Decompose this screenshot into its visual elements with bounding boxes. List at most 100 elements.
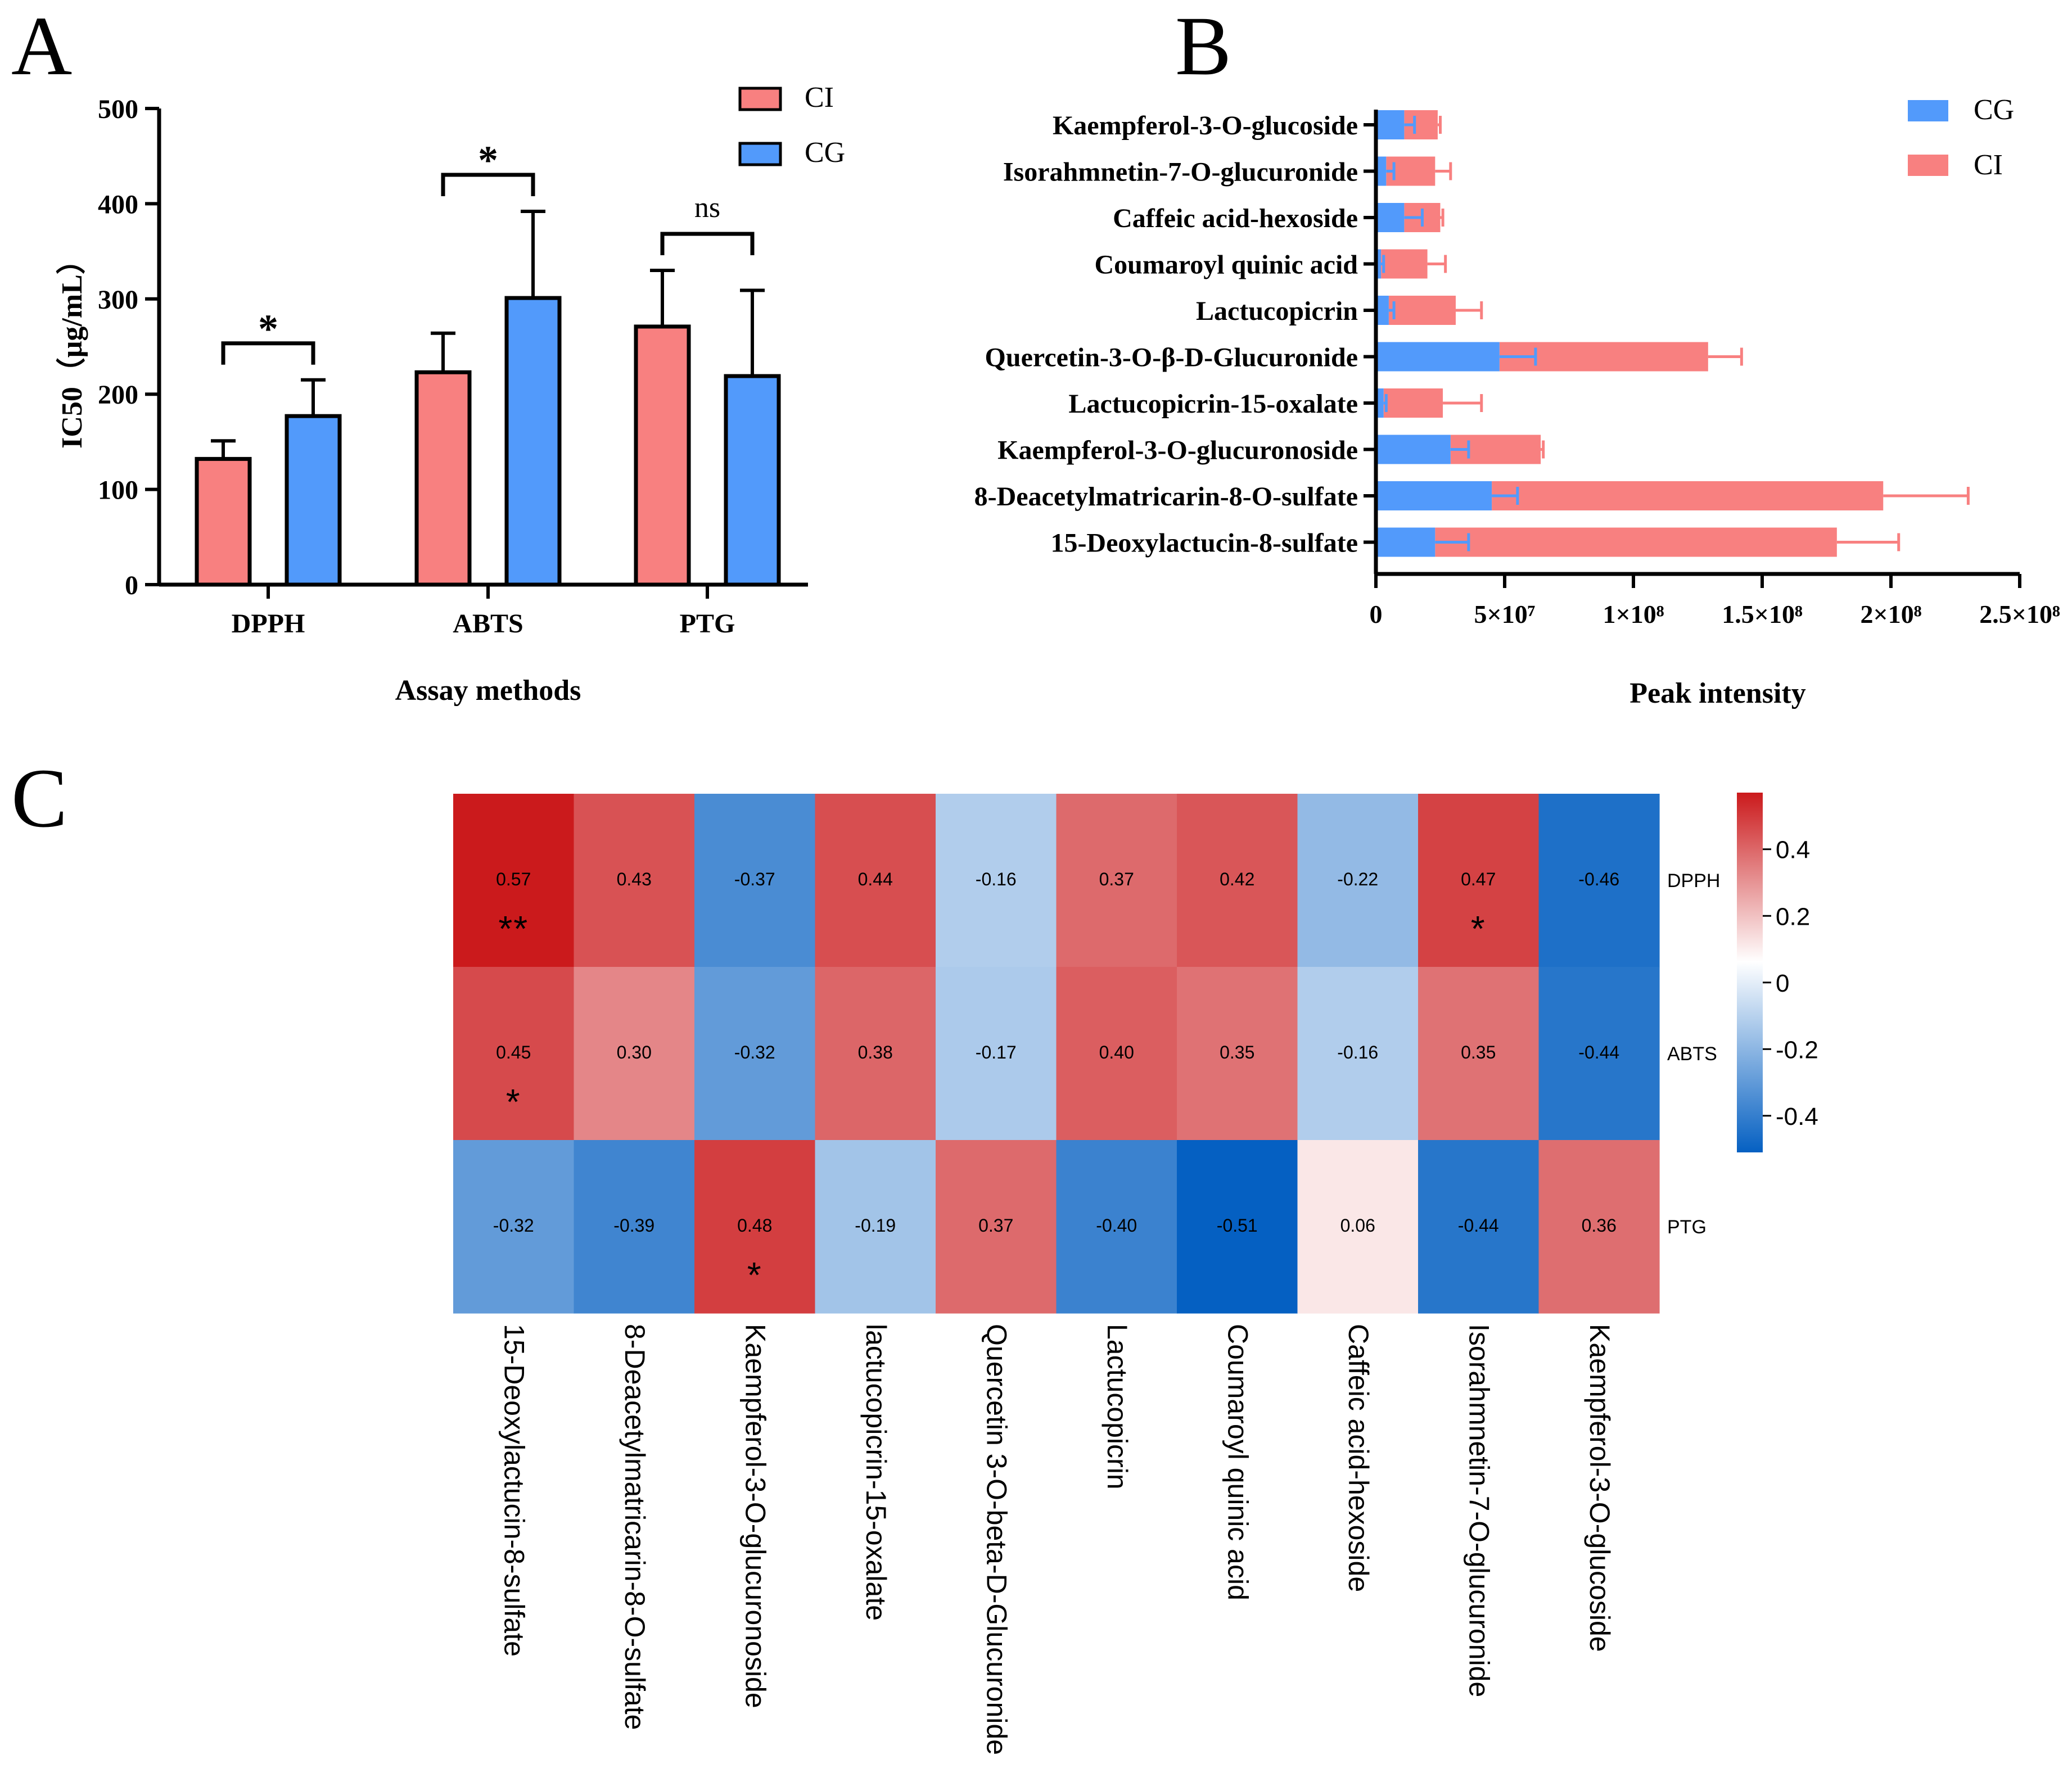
- b-category-label-lactucopicrin-15-oxalate: Lactucopicrin-15-oxalate: [1068, 389, 1358, 419]
- c-row-label-ptg: PTG: [1667, 1216, 1707, 1238]
- c-cell-value-abts-15-deoxylactucin-8-sulfate: 0.45: [496, 1042, 531, 1062]
- b-category-label-lactucopicrin: Lactucopicrin: [1196, 296, 1358, 326]
- c-column-label-coumaroyl-quinic-acid: Coumaroyl quinic acid: [1222, 1324, 1253, 1600]
- c-heatmap-cell-abts-8-deacetylmatricarin-8-o-sulfate: [574, 967, 695, 1141]
- c-cell-significance-abts-15-deoxylactucin-8-sulfate: *: [506, 1082, 521, 1122]
- c-column-label-kaempferol-3-o-glucoside: Kaempferol-3-O-glucoside: [1584, 1324, 1615, 1652]
- c-column-label-8-deacetylmatricarin-8-o-sulfate: 8-Deacetylmatricarin-8-O-sulfate: [619, 1324, 651, 1730]
- b-x-tick-label: 1.5×10⁸: [1722, 600, 1803, 628]
- c-cell-value-ptg-caffeic-acid-hexoside: 0.06: [1340, 1215, 1375, 1236]
- c-heatmap-cell-ptg-coumaroyl-quinic-acid: [1177, 1140, 1298, 1314]
- a-significance-bracket-ptg: [660, 232, 755, 255]
- a-y-axis-title: IC50（μg/mL）: [56, 245, 88, 449]
- a-significance-bracket-dpph: [221, 341, 315, 365]
- b-bar-cg-isorahmnetin-7-o-glucuronide: [1376, 156, 1387, 186]
- b-category-label-kaempferol-3-o-glucoside: Kaempferol-3-O-glucoside: [1053, 111, 1358, 141]
- c-column-label-lactucopicrin-15-oxalate: lactucopicrin-15-oxalate: [860, 1324, 892, 1621]
- b-bar-ci-lactucopicrin-15-oxalate: [1383, 388, 1443, 418]
- c-heatmap-cell-dpph-lactucopicrin: [1056, 794, 1177, 967]
- a-x-tick-label-dpph: DPPH: [232, 609, 305, 639]
- b-category-label-isorahmnetin-7-o-glucuronide: Isorahmnetin-7-O-glucuronide: [1003, 157, 1358, 187]
- b-category-label-15-deoxylactucin-8-sulfate: 15-Deoxylactucin-8-sulfate: [1050, 528, 1358, 558]
- c-cell-value-ptg-lactucopicrin-15-oxalate: -0.19: [855, 1215, 896, 1236]
- c-cell-value-dpph-caffeic-acid-hexoside: -0.22: [1337, 869, 1378, 889]
- a-x-axis-title: Assay methods: [395, 675, 581, 707]
- panel-label-c: C: [11, 752, 67, 845]
- a-bar-cg-ptg: [724, 374, 781, 587]
- c-cell-value-ptg-kaempferol-3-o-glucuronoside: 0.48: [737, 1215, 772, 1236]
- c-heatmap-cell-dpph-coumaroyl-quinic-acid: [1177, 794, 1298, 967]
- c-heatmap-cell-dpph-8-deacetylmatricarin-8-o-sulfate: [574, 794, 695, 967]
- a-y-tick-label: 0: [125, 571, 138, 600]
- c-heatmap-cell-abts-kaempferol-3-o-glucuronoside: [694, 967, 816, 1141]
- c-heatmap-cell-ptg-15-deoxylactucin-8-sulfate: [453, 1140, 575, 1314]
- b-category-label-quercetin-3-o-d-glucuronide: Quercetin-3-O-β-D-Glucuronide: [985, 343, 1358, 373]
- b-legend-label-ci: CI: [1974, 149, 2003, 181]
- b-bar-cg-lactucopicrin: [1376, 296, 1389, 325]
- c-cell-value-abts-kaempferol-3-o-glucuronoside: -0.32: [734, 1042, 775, 1062]
- c-cell-value-abts-lactucopicrin-15-oxalate: 0.38: [858, 1042, 893, 1062]
- b-bar-ci-lactucopicrin: [1388, 296, 1456, 325]
- c-heatmap-cell-abts-lactucopicrin-15-oxalate: [815, 967, 936, 1141]
- c-heatmap-cell-dpph-kaempferol-3-o-glucoside: [1538, 794, 1660, 967]
- panel-label-a: A: [11, 0, 72, 93]
- b-bar-cg-15-deoxylactucin-8-sulfate: [1376, 527, 1435, 557]
- b-x-axis-title: Peak intensity: [1629, 677, 1805, 709]
- b-bar-ci-15-deoxylactucin-8-sulfate: [1435, 527, 1837, 557]
- a-legend-swatch-cg: [738, 142, 782, 166]
- b-bar-cg-coumaroyl-quinic-acid: [1376, 249, 1382, 279]
- c-cell-value-ptg-isorahmnetin-7-o-glucuronide: -0.44: [1458, 1215, 1499, 1236]
- a-legend-label-cg: CG: [805, 137, 845, 169]
- c-column-label-lactucopicrin: Lactucopicrin: [1102, 1324, 1133, 1490]
- c-heatmap-cell-dpph-lactucopicrin-15-oxalate: [815, 794, 936, 967]
- b-bar-cg-quercetin-3-o-d-glucuronide: [1376, 342, 1500, 372]
- c-cell-value-ptg-coumaroyl-quinic-acid: -0.51: [1217, 1215, 1258, 1236]
- b-category-label-8-deacetylmatricarin-8-o-sulfate: 8-Deacetylmatricarin-8-O-sulfate: [974, 482, 1358, 512]
- c-heatmap-cell-abts-caffeic-acid-hexoside: [1297, 967, 1419, 1141]
- b-bar-cg-kaempferol-3-o-glucoside: [1376, 110, 1405, 139]
- a-legend: CI CG: [738, 82, 845, 169]
- c-cell-significance-dpph-isorahmnetin-7-o-glucuronide: *: [1471, 908, 1486, 949]
- c-cell-value-abts-coumaroyl-quinic-acid: 0.35: [1220, 1042, 1254, 1062]
- c-heatmap-cell-ptg-kaempferol-3-o-glucuronoside: [694, 1140, 816, 1314]
- c-cell-value-dpph-kaempferol-3-o-glucoside: -0.46: [1578, 869, 1619, 889]
- a-legend-swatch-ci: [738, 87, 782, 111]
- a-bar-cg-abts: [504, 296, 562, 587]
- c-cell-value-abts-quercetin-3-o-beta-d-glucuronide: -0.17: [976, 1042, 1017, 1062]
- c-heatmap-cell-abts-quercetin-3-o-beta-d-glucuronide: [936, 967, 1057, 1141]
- b-bar-ci-8-deacetylmatricarin-8-o-sulfate: [1492, 481, 1884, 510]
- a-bar-cg-dpph: [285, 414, 342, 587]
- c-cell-value-dpph-lactucopicrin: 0.37: [1099, 869, 1134, 889]
- c-column-label-caffeic-acid-hexoside: Caffeic acid-hexoside: [1343, 1324, 1374, 1592]
- b-bar-cg-8-deacetylmatricarin-8-o-sulfate: [1376, 481, 1492, 510]
- b-x-tick-label: 2×10⁸: [1860, 600, 1921, 628]
- a-y-tick-label: 400: [98, 189, 138, 219]
- b-legend-label-cg: CG: [1974, 94, 2014, 126]
- a-y-tick-label: 100: [98, 476, 138, 505]
- c-column-label-quercetin-3-o-beta-d-glucuronide: Quercetin 3-O-beta-D-Glucuronide: [981, 1324, 1012, 1755]
- a-y-tick-label: 200: [98, 380, 138, 410]
- a-significance-label-dpph: *: [258, 306, 278, 351]
- b-category-label-caffeic-acid-hexoside: Caffeic acid-hexoside: [1113, 203, 1358, 233]
- c-row-label-abts: ABTS: [1667, 1043, 1717, 1065]
- c-heatmap-cell-abts-isorahmnetin-7-o-glucuronide: [1418, 967, 1540, 1141]
- c-cell-value-abts-caffeic-acid-hexoside: -0.16: [1337, 1042, 1378, 1062]
- b-bar-ci-coumaroyl-quinic-acid: [1381, 249, 1428, 279]
- a-x-tick-label-abts: ABTS: [453, 609, 523, 639]
- b-x-tick-label: 1×10⁸: [1602, 600, 1664, 628]
- a-legend-label-ci: CI: [805, 82, 834, 114]
- c-heatmap-cell-abts-coumaroyl-quinic-acid: [1177, 967, 1298, 1141]
- a-significance-bracket-abts: [441, 173, 535, 196]
- c-cell-value-dpph-isorahmnetin-7-o-glucuronide: 0.47: [1461, 869, 1496, 889]
- c-colorbar-tick-label: 0: [1776, 970, 1789, 997]
- c-colorbar: [1737, 793, 1763, 1152]
- c-colorbar-tick-label: 0.4: [1776, 836, 1810, 864]
- a-significance-label-abts: *: [478, 138, 498, 183]
- c-heatmap-cell-dpph-15-deoxylactucin-8-sulfate: [453, 794, 575, 967]
- c-heatmap-cell-ptg-lactucopicrin-15-oxalate: [815, 1140, 936, 1314]
- c-colorbar-tick-label: -0.2: [1776, 1036, 1818, 1064]
- a-significance-label-ptg: ns: [694, 192, 720, 224]
- c-column-label-isorahmnetin-7-o-glucuronide: Isorahmnetin-7-O-glucuronide: [1463, 1324, 1495, 1697]
- c-heatmap-cell-dpph-kaempferol-3-o-glucuronoside: [694, 794, 816, 967]
